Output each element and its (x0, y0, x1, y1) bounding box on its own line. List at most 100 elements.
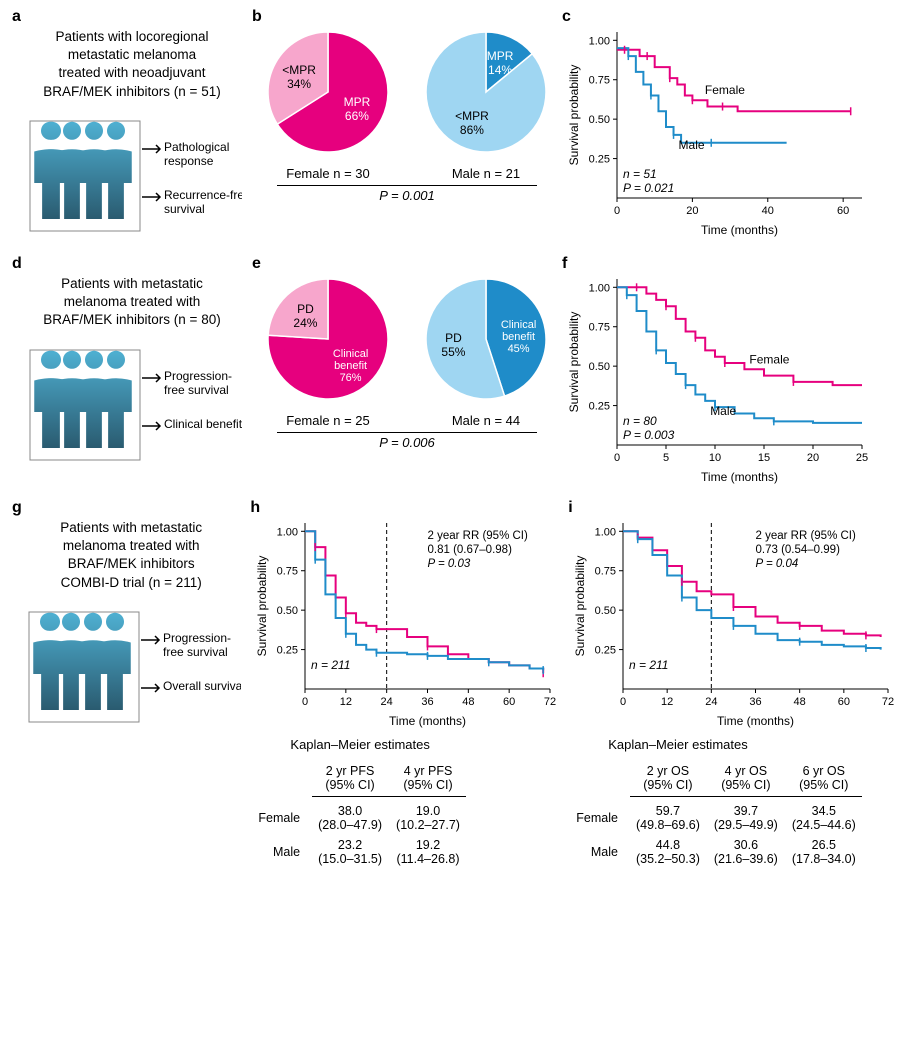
svg-text:P = 0.04: P = 0.04 (756, 558, 799, 570)
svg-text:0.25: 0.25 (589, 154, 610, 166)
svg-text:0.73 (0.54–0.99): 0.73 (0.54–0.99) (756, 544, 841, 556)
svg-text:benefit: benefit (502, 331, 535, 343)
panel-f: f 0.250.500.751.000510152025Time (months… (562, 259, 872, 485)
svg-text:n = 51: n = 51 (623, 167, 657, 181)
panel-label-g: g (12, 499, 22, 517)
cohort-title-g: Patients with metastaticmelanoma treated… (12, 519, 250, 592)
panel-label-f: f (562, 255, 567, 273)
svg-text:Survival probability: Survival probability (567, 65, 581, 166)
svg-text:Female: Female (705, 83, 745, 97)
svg-text:Clinical: Clinical (501, 319, 536, 331)
svg-text:60: 60 (503, 696, 515, 708)
svg-text:60: 60 (838, 696, 850, 708)
svg-text:72: 72 (882, 696, 894, 708)
pie-b-male-caption: Male n = 21 (416, 166, 556, 181)
svg-text:15: 15 (758, 452, 770, 464)
panel-a: a Patients with locoregionalmetastatic m… (12, 12, 252, 241)
svg-text:PD: PD (445, 331, 462, 345)
panel-h: h 0.250.500.751.000122436486072Time (mon… (250, 503, 568, 870)
svg-text:12: 12 (340, 696, 352, 708)
svg-text:0.75: 0.75 (595, 566, 616, 578)
svg-text:Clinical: Clinical (333, 348, 368, 360)
svg-text:0.50: 0.50 (595, 605, 616, 617)
km-i-table: 2 yr OS(95% CI)4 yr OS(95% CI)6 yr OS(95… (568, 760, 906, 870)
panel-c: c 0.250.500.751.000204060Time (months)Su… (562, 12, 872, 241)
panel-g: g Patients with metastaticmelanoma treat… (12, 503, 250, 870)
svg-text:0: 0 (614, 205, 620, 217)
pie-e-pval: P = 0.006 (252, 435, 562, 450)
svg-text:response: response (164, 154, 214, 168)
svg-text:Time (months): Time (months) (701, 223, 778, 237)
svg-text:PD: PD (297, 302, 314, 316)
svg-text:0.50: 0.50 (277, 605, 298, 617)
svg-text:20: 20 (807, 452, 819, 464)
svg-text:n = 211: n = 211 (311, 658, 350, 672)
svg-text:36: 36 (422, 696, 434, 708)
svg-text:25: 25 (856, 452, 868, 464)
panel-label-d: d (12, 255, 22, 273)
svg-text:benefit: benefit (334, 360, 367, 372)
svg-text:n = 211: n = 211 (629, 658, 668, 672)
svg-text:survival: survival (164, 202, 205, 216)
svg-text:<MPR: <MPR (282, 63, 316, 77)
km-plot-h: 0.250.500.751.000122436486072Time (month… (250, 509, 560, 729)
svg-text:Time (months): Time (months) (389, 714, 466, 728)
svg-text:0: 0 (614, 452, 620, 464)
km-h-est-title: Kaplan–Meier estimates (290, 737, 568, 752)
svg-text:1.00: 1.00 (589, 282, 610, 294)
svg-text:34%: 34% (287, 77, 311, 91)
svg-text:free survival: free survival (164, 383, 229, 397)
row-2: d Patients with metastaticmelanoma treat… (12, 259, 906, 485)
pie-b-female-caption: Female n = 30 (258, 166, 398, 181)
svg-text:Male: Male (679, 138, 705, 152)
svg-text:24: 24 (381, 696, 393, 708)
svg-text:P = 0.003: P = 0.003 (623, 428, 675, 442)
svg-text:2 year RR (95% CI): 2 year RR (95% CI) (428, 530, 529, 542)
svg-text:20: 20 (686, 205, 698, 217)
pie-e-female: Clinicalbenefit76%PD24% (258, 269, 398, 409)
svg-text:Clinical benefit: Clinical benefit (164, 417, 242, 431)
svg-text:0.81 (0.67–0.98): 0.81 (0.67–0.98) (428, 544, 513, 556)
svg-text:5: 5 (663, 452, 669, 464)
svg-text:0.75: 0.75 (277, 566, 298, 578)
pie-e-male: Clinicalbenefit45%PD55% (416, 269, 556, 409)
km-plot-c: 0.250.500.751.000204060Time (months)Surv… (562, 18, 872, 238)
svg-text:48: 48 (794, 696, 806, 708)
svg-text:1.00: 1.00 (589, 35, 610, 47)
svg-text:0.75: 0.75 (589, 322, 610, 334)
svg-text:Progression-: Progression- (164, 369, 232, 383)
svg-text:1.00: 1.00 (595, 526, 616, 538)
svg-text:76%: 76% (340, 372, 362, 384)
svg-text:10: 10 (709, 452, 721, 464)
panel-label-h: h (250, 499, 260, 517)
svg-text:36: 36 (750, 696, 762, 708)
km-plot-f: 0.250.500.751.000510152025Time (months)S… (562, 265, 872, 485)
svg-text:60: 60 (837, 205, 849, 217)
row-1: a Patients with locoregionalmetastatic m… (12, 12, 906, 241)
cohort-title-d: Patients with metastaticmelanoma treated… (12, 275, 252, 330)
svg-text:MPR: MPR (344, 95, 371, 109)
svg-text:P = 0.03: P = 0.03 (428, 558, 471, 570)
panel-i: i 0.250.500.751.000122436486072Time (mon… (568, 503, 906, 870)
svg-text:Progression-: Progression- (163, 631, 231, 645)
panel-label-b: b (252, 8, 262, 26)
svg-text:free survival: free survival (163, 645, 228, 659)
svg-text:Recurrence-free: Recurrence-free (164, 188, 242, 202)
svg-text:P = 0.021: P = 0.021 (623, 181, 674, 195)
svg-text:1.00: 1.00 (277, 526, 298, 538)
panel-label-e: e (252, 255, 261, 273)
svg-text:Time (months): Time (months) (717, 714, 794, 728)
svg-text:72: 72 (544, 696, 556, 708)
svg-text:0.25: 0.25 (595, 644, 616, 656)
svg-text:0: 0 (302, 696, 308, 708)
svg-text:48: 48 (463, 696, 475, 708)
cohort-diagram-a: PathologicalresponseRecurrence-freesurvi… (22, 111, 242, 241)
svg-text:Survival probability: Survival probability (567, 312, 581, 413)
svg-text:Female: Female (749, 352, 789, 366)
svg-text:55%: 55% (441, 345, 465, 359)
cohort-diagram-g: Progression-free survivalOverall surviva… (21, 602, 241, 732)
svg-text:0.50: 0.50 (589, 114, 610, 126)
pie-b-female: MPR66%<MPR34% (258, 22, 398, 162)
svg-text:12: 12 (661, 696, 673, 708)
cohort-title-a: Patients with locoregionalmetastatic mel… (12, 28, 252, 101)
